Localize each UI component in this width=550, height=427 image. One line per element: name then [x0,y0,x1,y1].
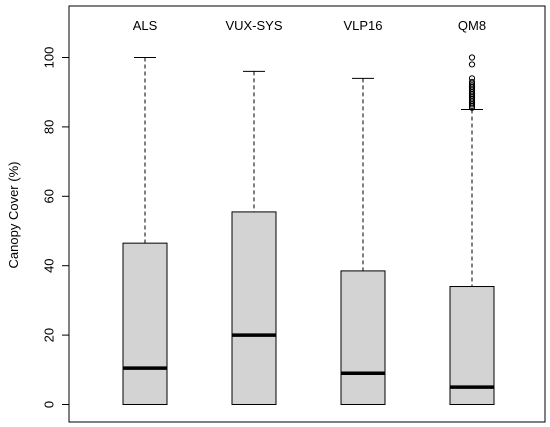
box-qm8 [449,54,495,405]
boxes-group [122,54,495,405]
outlier-point [468,82,476,89]
box-vux-sys [231,70,277,405]
outlier-point [468,54,476,61]
box-als [122,57,168,405]
iqr-box [122,242,168,405]
y-tick-label: 80 [42,120,57,134]
y-tick-label: 40 [42,258,57,272]
outlier-point [468,75,476,82]
axes [68,5,546,423]
y-tick-label: 60 [42,189,57,203]
iqr-box [449,286,495,405]
y-tick-label: 100 [42,47,57,69]
outlier-point [468,78,476,85]
iqr-box [340,270,386,405]
category-label: VUX-SYS [225,18,282,33]
category-label: QM8 [458,18,486,33]
y-tick-label: 0 [42,401,57,408]
iqr-box [231,211,277,405]
y-tick-label: 20 [42,328,57,342]
category-labels: ALS VUX-SYS VLP16 QM8 [133,18,486,33]
plot-frame [68,5,546,423]
box-vlp16 [340,77,386,405]
y-axis-label: Canopy Cover (%) [6,162,21,269]
category-label: ALS [133,18,158,33]
y-axis-ticks: 0 20 40 60 80 100 [42,47,69,408]
category-label: VLP16 [343,18,382,33]
outlier-point [468,61,476,68]
